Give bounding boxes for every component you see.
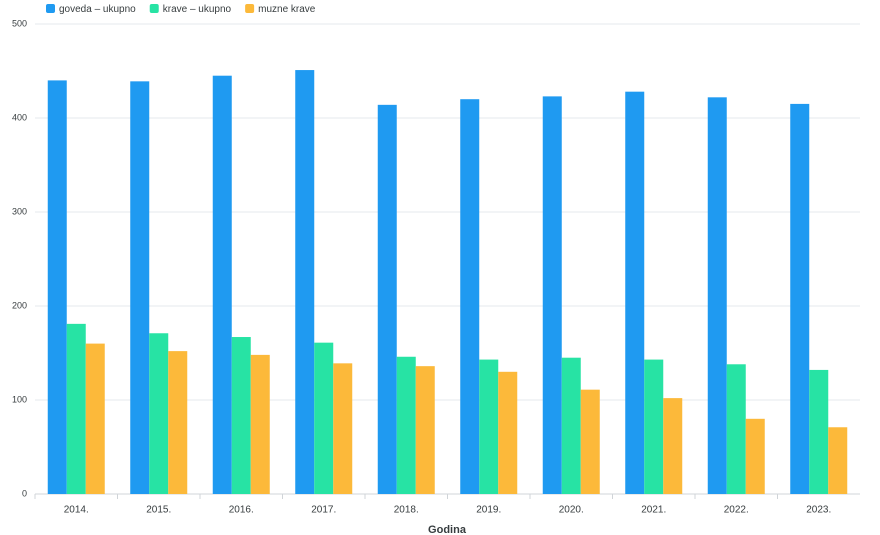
bar <box>212 75 232 494</box>
y-tick-label: 100 <box>12 394 27 404</box>
x-tick-label: 2019. <box>476 505 501 516</box>
y-tick-label: 300 <box>12 206 27 216</box>
bar <box>333 363 353 494</box>
bar <box>168 351 188 494</box>
bar <box>561 357 581 494</box>
bar <box>460 99 480 494</box>
bar <box>726 364 746 494</box>
x-axis-title: Godina <box>428 524 467 535</box>
bar <box>231 337 251 494</box>
x-tick-label: 2018. <box>394 505 419 516</box>
bar <box>707 97 727 494</box>
bar <box>85 343 105 494</box>
bar <box>415 366 435 494</box>
x-tick-label: 2014. <box>64 505 89 516</box>
bar <box>377 104 397 494</box>
x-tick-label: 2023. <box>806 505 831 516</box>
legend-swatch <box>46 4 55 13</box>
bar <box>479 359 499 494</box>
legend-label: krave – ukupno <box>163 4 232 15</box>
x-tick-label: 2020. <box>559 505 584 516</box>
bar <box>130 81 150 494</box>
legend-label: muzne krave <box>258 4 316 15</box>
bar <box>66 323 86 494</box>
x-tick-label: 2016. <box>229 505 254 516</box>
bar <box>149 333 169 494</box>
bar <box>498 371 518 494</box>
bar <box>644 359 664 494</box>
y-tick-label: 400 <box>12 112 27 122</box>
x-tick-label: 2022. <box>724 505 749 516</box>
x-tick-label: 2017. <box>311 505 336 516</box>
bar <box>295 70 315 494</box>
bar <box>625 91 645 495</box>
bar <box>47 80 67 495</box>
y-tick-label: 500 <box>12 18 27 28</box>
bar <box>745 418 765 494</box>
legend-swatch <box>245 4 255 13</box>
y-tick-label: 200 <box>12 300 27 310</box>
bar <box>663 398 683 494</box>
bar <box>250 354 270 494</box>
bar <box>396 356 416 494</box>
y-tick-label: 0 <box>22 488 27 498</box>
x-tick-label: 2015. <box>146 505 171 516</box>
bar <box>790 103 810 495</box>
legend-swatch <box>149 4 159 13</box>
bar <box>314 342 334 494</box>
legend-label: goveda – ukupno <box>59 4 136 15</box>
bar <box>828 427 848 494</box>
bar <box>809 369 829 494</box>
bar <box>580 389 600 494</box>
x-tick-label: 2021. <box>641 505 666 516</box>
bar <box>542 96 562 494</box>
